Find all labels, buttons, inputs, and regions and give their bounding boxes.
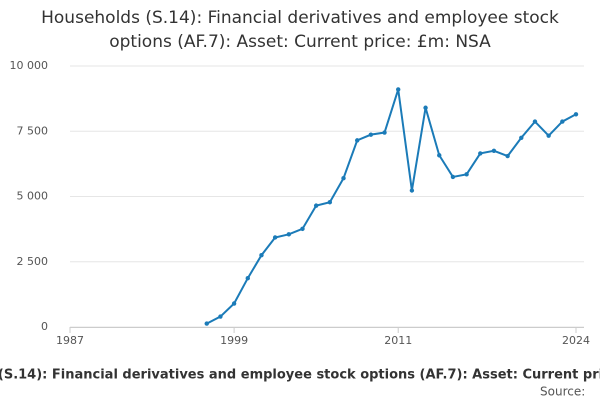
x-tick-label: 2024 [562,334,590,347]
y-tick-label: 10 000 [10,59,49,72]
point [218,314,223,319]
point [204,321,209,326]
point [354,138,360,143]
point [491,148,497,154]
point [286,232,292,237]
x-tick-label: 2011 [384,334,412,347]
legend-entry: Households (S.14): Financial derivatives… [0,368,600,383]
point [396,87,401,92]
point [327,200,333,205]
point [437,153,442,158]
y-tick-label: 2 500 [17,255,49,268]
source: Source: [540,385,585,399]
point [272,235,278,240]
point [259,253,264,258]
point [231,301,237,306]
point [382,130,387,135]
point [409,188,415,193]
chart-title: Households (S.14): Financial derivatives… [41,8,559,52]
point [478,151,483,156]
point [341,176,346,181]
point [532,119,538,124]
point [505,153,510,159]
y-tick-label: 5 000 [17,190,49,203]
point [450,174,456,180]
point [300,226,305,232]
point [245,275,250,281]
y-tick-label: 0 [41,320,48,333]
point [519,135,524,140]
point [368,132,374,137]
y-tick-label: 7 500 [17,124,49,137]
point [423,105,428,110]
point [560,119,565,124]
point [546,133,551,138]
x-tick-label: 1987 [56,334,84,347]
x-tick-label: 1999 [220,334,248,347]
point [313,203,319,208]
line [206,89,577,325]
point [573,112,579,117]
point [464,172,469,177]
